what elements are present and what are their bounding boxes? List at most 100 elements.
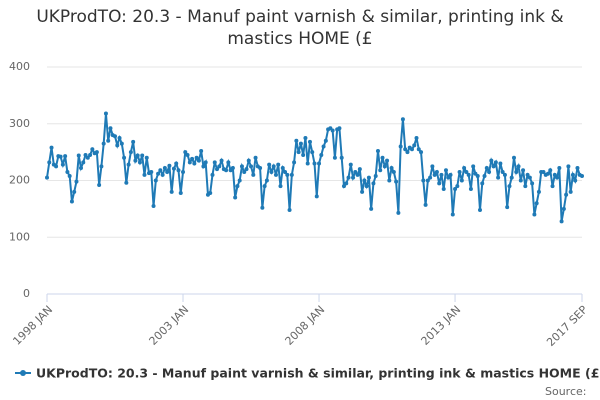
point xyxy=(446,175,451,180)
point xyxy=(457,169,462,174)
point xyxy=(434,169,439,174)
point xyxy=(419,150,424,155)
point xyxy=(559,219,564,224)
point xyxy=(196,158,201,163)
point xyxy=(187,160,192,165)
point xyxy=(548,168,553,173)
point xyxy=(210,172,215,177)
point xyxy=(366,175,371,180)
point xyxy=(128,150,133,155)
point xyxy=(76,153,81,158)
point xyxy=(192,161,197,166)
point xyxy=(269,169,274,174)
point xyxy=(81,160,86,165)
point xyxy=(246,158,251,163)
x-tick-label: 2013 JAN xyxy=(419,303,464,348)
point xyxy=(262,184,267,189)
point xyxy=(475,173,480,178)
point xyxy=(178,190,183,195)
point xyxy=(162,166,167,171)
point xyxy=(176,168,181,173)
x-tick-label: 1998 JAN xyxy=(10,303,55,348)
point xyxy=(509,175,514,180)
point xyxy=(171,166,176,171)
point xyxy=(487,169,492,174)
point xyxy=(341,184,346,189)
point xyxy=(135,153,140,158)
point xyxy=(133,158,138,163)
y-tick-label: 0 xyxy=(23,287,30,300)
point xyxy=(142,172,147,177)
point xyxy=(237,178,242,183)
point xyxy=(468,187,473,192)
point xyxy=(60,162,65,167)
point xyxy=(500,169,505,174)
x-tick-label: 2003 JAN xyxy=(147,303,192,348)
point xyxy=(498,161,503,166)
point xyxy=(151,204,156,209)
point xyxy=(489,158,494,163)
legend-label: UKProdTO: 20.3 - Manuf paint varnish & s… xyxy=(36,366,599,381)
point xyxy=(496,175,501,180)
point xyxy=(183,150,188,155)
point xyxy=(573,178,578,183)
point xyxy=(97,183,102,188)
point xyxy=(575,166,580,171)
point xyxy=(391,169,396,174)
point xyxy=(131,139,136,144)
point xyxy=(369,206,374,211)
point xyxy=(348,162,353,167)
point xyxy=(219,158,224,163)
point xyxy=(421,178,426,183)
point xyxy=(224,168,229,173)
point xyxy=(566,164,571,169)
point xyxy=(264,178,269,183)
point xyxy=(94,150,99,155)
point xyxy=(530,181,535,186)
point xyxy=(54,164,59,169)
point xyxy=(527,175,532,180)
point xyxy=(310,150,315,155)
point xyxy=(260,205,265,210)
point xyxy=(278,184,283,189)
point xyxy=(425,178,430,183)
point xyxy=(217,164,222,169)
point xyxy=(201,164,206,169)
point xyxy=(387,178,392,183)
point xyxy=(453,187,458,192)
point xyxy=(484,166,489,171)
point xyxy=(464,169,469,174)
point xyxy=(194,155,199,160)
legend-symbol xyxy=(20,370,26,376)
point xyxy=(115,143,120,148)
point xyxy=(432,172,437,177)
point xyxy=(557,166,562,171)
point xyxy=(137,160,142,165)
point xyxy=(459,178,464,183)
point xyxy=(518,178,523,183)
point xyxy=(85,155,90,160)
point xyxy=(373,173,378,178)
point xyxy=(67,173,72,178)
point xyxy=(570,172,575,177)
point xyxy=(153,178,158,183)
point xyxy=(312,161,317,166)
point xyxy=(491,164,496,169)
point xyxy=(140,153,145,158)
point xyxy=(332,155,337,160)
point xyxy=(337,126,342,131)
point xyxy=(330,128,335,133)
point xyxy=(455,184,460,189)
point xyxy=(113,134,118,139)
point xyxy=(357,167,362,172)
point xyxy=(378,168,383,173)
point xyxy=(362,178,367,183)
point xyxy=(423,202,428,207)
point xyxy=(144,155,149,160)
point xyxy=(226,160,231,165)
point xyxy=(283,169,288,174)
point xyxy=(74,179,79,184)
point xyxy=(294,138,299,143)
point xyxy=(525,172,530,177)
point xyxy=(550,184,555,189)
